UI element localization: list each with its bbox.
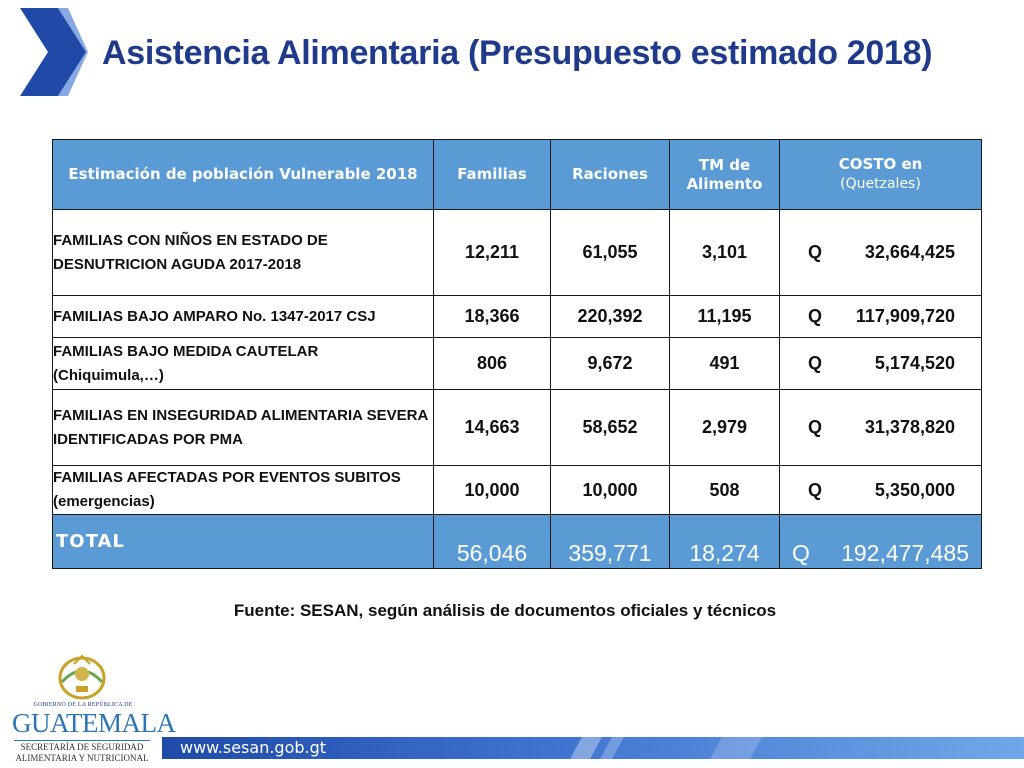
total-cost: Q 192,477,485 bbox=[779, 514, 982, 569]
source-note: Fuente: SESAN, según análisis de documen… bbox=[233, 601, 777, 620]
page-title: Asistencia Alimentaria (Presupuesto esti… bbox=[102, 34, 933, 72]
row-rations: 58,652 bbox=[550, 389, 670, 466]
website-link[interactable]: www.sesan.gob.gt bbox=[180, 738, 327, 757]
chevron-arrow-icon bbox=[20, 8, 88, 96]
row-label: FAMILIAS BAJO MEDIDA CAUTELAR (Chiquimul… bbox=[52, 337, 434, 390]
currency-symbol: Q bbox=[808, 417, 823, 437]
total-row: TOTAL 56,046 359,771 18,274 Q 192,477,485 bbox=[52, 514, 982, 569]
row-label: FAMILIAS EN INSEGURIDAD ALIMENTARIA SEVE… bbox=[52, 389, 434, 466]
logo-top-text: GOBIERNO DE LA REPÚBLICA DE bbox=[33, 702, 133, 708]
row-rations: 61,055 bbox=[550, 209, 670, 296]
currency-symbol: Q bbox=[792, 540, 810, 566]
budget-table: Estimación de población Vulnerable 2018 … bbox=[52, 139, 982, 569]
row-tm: 3,101 bbox=[669, 209, 780, 296]
row-cost: Q 117,909,720 bbox=[779, 295, 982, 338]
row-label: FAMILIAS BAJO AMPARO No. 1347-2017 CSJ bbox=[52, 295, 434, 338]
row-families: 18,366 bbox=[433, 295, 551, 338]
header-families: Familias bbox=[433, 139, 551, 210]
row-label: FAMILIAS AFECTADAS POR EVENTOS SUBITOS (… bbox=[52, 465, 434, 515]
row-families: 10,000 bbox=[433, 465, 551, 515]
cost-value: 5,350,000 bbox=[874, 479, 955, 500]
logo-divider bbox=[14, 740, 150, 741]
table-row: FAMILIAS CON NIÑOS EN ESTADO DE DESNUTRI… bbox=[52, 209, 982, 296]
row-tm: 508 bbox=[669, 465, 780, 515]
row-rations: 9,672 bbox=[550, 337, 670, 390]
logo-subtitle: SECRETARÍA DE SEGURIDAD ALIMENTARIA Y NU… bbox=[15, 742, 149, 763]
currency-symbol: Q bbox=[808, 242, 823, 262]
total-label: TOTAL bbox=[52, 514, 434, 569]
total-rations: 359,771 bbox=[550, 514, 670, 569]
table-row: FAMILIAS BAJO AMPARO No. 1347-2017 CSJ 1… bbox=[52, 295, 982, 338]
row-families: 14,663 bbox=[433, 389, 551, 466]
row-tm: 11,195 bbox=[669, 295, 780, 338]
row-cost: Q 5,174,520 bbox=[779, 337, 982, 390]
header-cost: COSTO en (Quetzales) bbox=[779, 139, 982, 210]
cost-value: 192,477,485 bbox=[841, 540, 969, 566]
row-cost: Q 31,378,820 bbox=[779, 389, 982, 466]
logo-name: GUATEMALA bbox=[12, 708, 176, 738]
table-row: FAMILIAS BAJO MEDIDA CAUTELAR (Chiquimul… bbox=[52, 337, 982, 390]
cost-value: 32,664,425 bbox=[864, 242, 955, 262]
row-families: 806 bbox=[433, 337, 551, 390]
header-population: Estimación de población Vulnerable 2018 bbox=[52, 139, 434, 210]
header-tm: TM de Alimento bbox=[669, 139, 780, 210]
cost-value: 5,174,520 bbox=[874, 353, 955, 373]
table-row: FAMILIAS EN INSEGURIDAD ALIMENTARIA SEVE… bbox=[52, 389, 982, 466]
row-tm: 491 bbox=[669, 337, 780, 390]
table-row: FAMILIAS AFECTADAS POR EVENTOS SUBITOS (… bbox=[52, 465, 982, 515]
row-rations: 220,392 bbox=[550, 295, 670, 338]
currency-symbol: Q bbox=[808, 353, 823, 373]
footer-bar bbox=[162, 737, 1024, 759]
cost-value: 117,909,720 bbox=[855, 306, 955, 326]
header-rations: Raciones bbox=[550, 139, 670, 210]
row-cost: Q 32,664,425 bbox=[779, 209, 982, 296]
currency-symbol: Q bbox=[808, 306, 823, 326]
total-tm: 18,274 bbox=[669, 514, 780, 569]
total-families: 56,046 bbox=[433, 514, 551, 569]
row-families: 12,211 bbox=[433, 209, 551, 296]
row-cost: Q 5,350,000 bbox=[779, 465, 982, 515]
currency-symbol: Q bbox=[808, 479, 823, 500]
cost-value: 31,378,820 bbox=[864, 417, 955, 437]
coat-of-arms-icon bbox=[58, 654, 106, 700]
row-label: FAMILIAS CON NIÑOS EN ESTADO DE DESNUTRI… bbox=[52, 209, 434, 296]
table-header-row: Estimación de población Vulnerable 2018 … bbox=[52, 139, 982, 210]
row-tm: 2,979 bbox=[669, 389, 780, 466]
row-rations: 10,000 bbox=[550, 465, 670, 515]
